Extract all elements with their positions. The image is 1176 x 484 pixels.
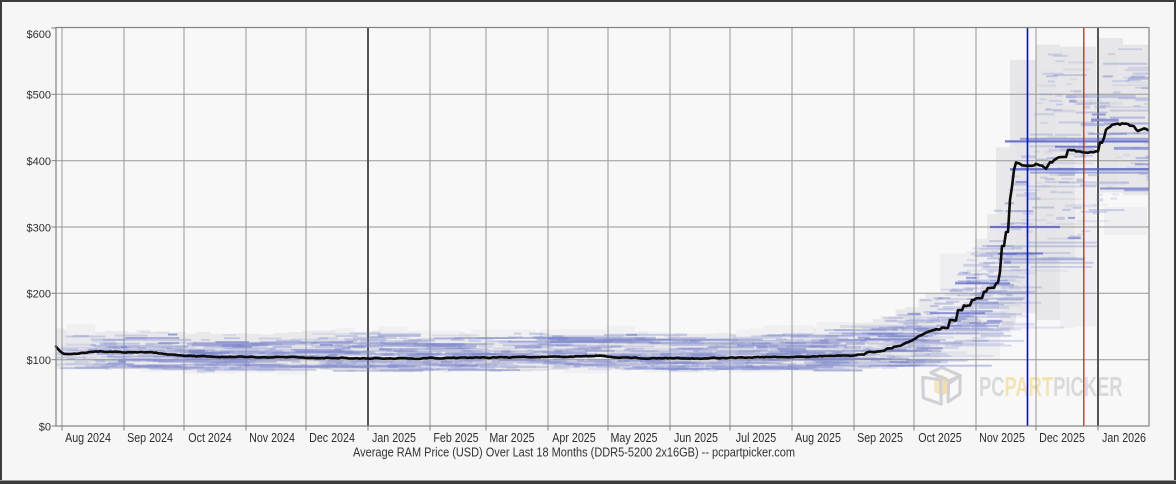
svg-text:$200: $200	[27, 289, 51, 301]
svg-text:Aug 2025: Aug 2025	[795, 430, 841, 445]
svg-text:$300: $300	[27, 222, 51, 234]
svg-text:$0: $0	[39, 421, 51, 433]
svg-text:Jan 2026: Jan 2026	[1102, 430, 1146, 445]
svg-text:$600: $600	[27, 29, 51, 41]
svg-text:Sep 2024: Sep 2024	[127, 430, 173, 445]
svg-text:$400: $400	[27, 156, 51, 168]
svg-text:Mar 2025: Mar 2025	[489, 430, 534, 445]
svg-text:$500: $500	[27, 90, 51, 102]
svg-text:Aug 2024: Aug 2024	[65, 430, 111, 445]
svg-text:Sep 2025: Sep 2025	[857, 430, 903, 445]
svg-text:Average RAM Price (USD) Over L: Average RAM Price (USD) Over Last 18 Mon…	[353, 445, 795, 460]
svg-text:Nov 2024: Nov 2024	[249, 430, 295, 445]
svg-text:Oct 2024: Oct 2024	[188, 430, 231, 445]
svg-text:Nov 2025: Nov 2025	[979, 430, 1025, 445]
svg-text:PCPARTPICKER: PCPARTPICKER	[979, 371, 1123, 402]
svg-text:May 2025: May 2025	[611, 430, 658, 445]
svg-text:Oct 2025: Oct 2025	[918, 430, 961, 445]
svg-text:Jan 2025: Jan 2025	[372, 430, 416, 445]
svg-text:Dec 2025: Dec 2025	[1039, 430, 1085, 445]
svg-text:Apr 2025: Apr 2025	[552, 430, 595, 445]
svg-text:Dec 2024: Dec 2024	[309, 430, 355, 445]
svg-text:$100: $100	[27, 355, 51, 367]
svg-text:Jul 2025: Jul 2025	[736, 430, 776, 445]
svg-text:Jun 2025: Jun 2025	[674, 430, 718, 445]
svg-text:Feb 2025: Feb 2025	[433, 430, 478, 445]
